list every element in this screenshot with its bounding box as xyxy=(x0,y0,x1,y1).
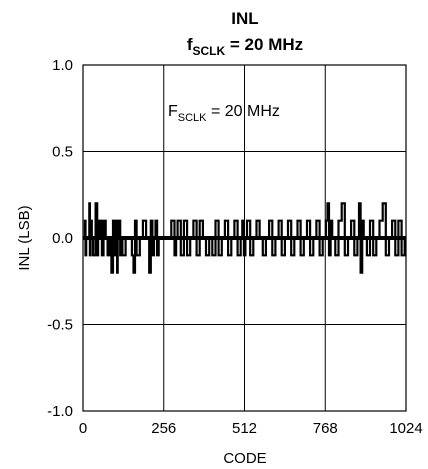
y-tick-labels: 1.0 0.5 0.0 -0.5 -1.0 xyxy=(47,57,73,420)
x-axis-label: CODE xyxy=(223,450,266,467)
plot-frame xyxy=(82,64,407,412)
y-axis-label: INL (LSB) xyxy=(16,205,33,270)
x-tick-label: 0 xyxy=(79,420,87,437)
chart-subtitle-subscript: SCLK xyxy=(193,44,226,58)
chart-subtitle: fSCLK = 20 MHz xyxy=(187,35,303,58)
y-tick-label: 0.0 xyxy=(52,230,73,247)
y-tick-label: -0.5 xyxy=(47,317,73,334)
plot-annotation-prefix: F xyxy=(168,103,178,120)
plot-annotation-subscript: SCLK xyxy=(178,112,207,124)
y-tick-label: -1.0 xyxy=(47,403,73,420)
plot-annotation-suffix: = 20 MHz xyxy=(207,103,280,120)
plot-annotation: FSCLK = 20 MHz xyxy=(168,103,280,124)
x-tick-labels: 0 256 512 768 1024 xyxy=(79,420,423,437)
x-tick-label: 512 xyxy=(232,420,257,437)
inl-zero-band xyxy=(83,236,406,240)
x-tick-label: 768 xyxy=(313,420,338,437)
y-tick-label: 0.5 xyxy=(52,144,73,161)
chart-title: INL xyxy=(231,9,258,28)
chart-subtitle-suffix: = 20 MHz xyxy=(225,35,303,54)
x-tick-label: 1024 xyxy=(389,420,422,437)
chart-subtitle-prefix: f xyxy=(187,35,193,54)
x-tick-label: 256 xyxy=(151,420,176,437)
series-layer xyxy=(83,202,406,274)
y-tick-label: 1.0 xyxy=(52,57,73,74)
